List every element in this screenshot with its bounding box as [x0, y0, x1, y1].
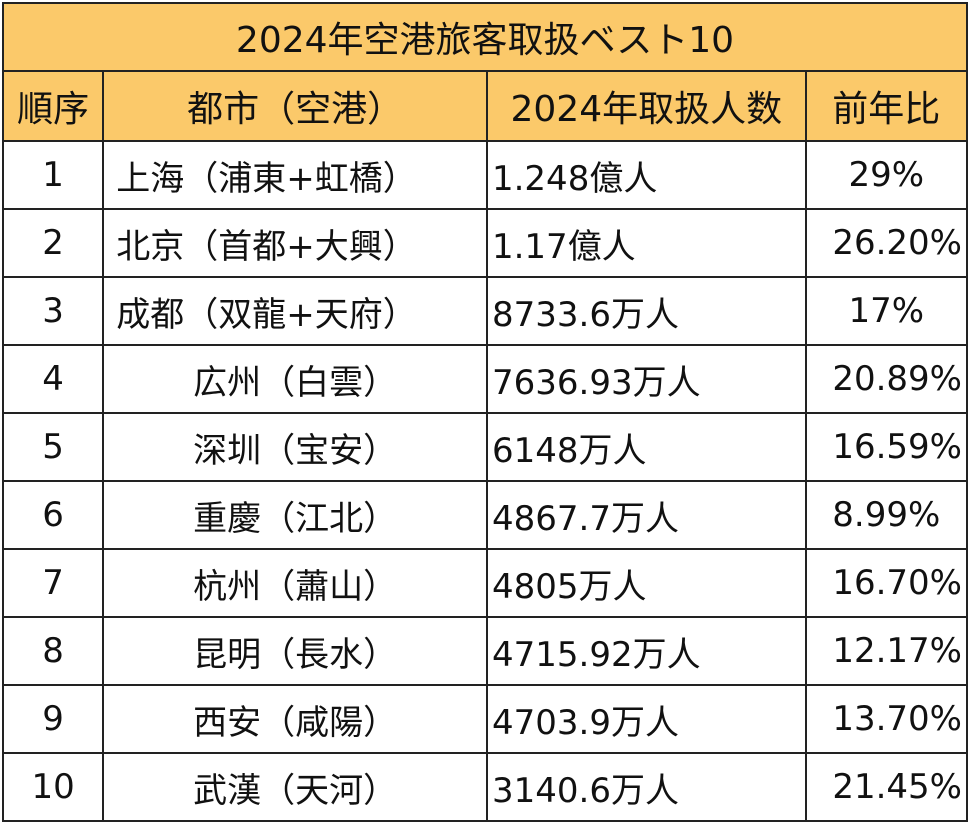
- title-row: 2024年空港旅客取扱ベスト10: [2, 2, 968, 72]
- count-cell: 4715.92万人: [485, 616, 807, 686]
- table-row: 7 杭州（蕭山） 4805万人 16.70%: [1, 548, 969, 618]
- table-row: 6 重慶（江北） 4867.7万人 8.99%: [1, 480, 969, 550]
- table-row: 3 成都（双龍+天府） 8733.6万人 17%: [1, 276, 969, 346]
- ratio-cell: 8.99%: [804, 480, 969, 550]
- table-row: 2 北京（首都+大興） 1.17億人 26.20%: [1, 208, 969, 278]
- city-cell: 上海（浦東+虹橋）: [102, 140, 488, 210]
- city-cell: 武漢（天河）: [102, 752, 488, 822]
- table-row: 4 広州（白雲） 7636.93万人 20.89%: [1, 344, 969, 414]
- count-cell: 1.17億人: [485, 208, 807, 278]
- city-cell: 深圳（宝安）: [102, 412, 488, 482]
- header-ratio: 前年比: [804, 70, 969, 142]
- rank-cell: 6: [1, 480, 105, 550]
- rank-cell: 3: [1, 276, 105, 346]
- rank-cell: 7: [1, 548, 105, 618]
- ratio-cell: 12.17%: [804, 616, 969, 686]
- ratio-cell: 13.70%: [804, 684, 969, 754]
- rank-cell: 2: [1, 208, 105, 278]
- city-cell: 西安（咸陽）: [102, 684, 488, 754]
- table-title: 2024年空港旅客取扱ベスト10: [2, 2, 968, 72]
- city-cell: 成都（双龍+天府）: [102, 276, 488, 346]
- ratio-cell: 16.70%: [804, 548, 969, 618]
- rank-cell: 10: [1, 752, 105, 822]
- count-cell: 4703.9万人: [485, 684, 807, 754]
- header-count: 2024年取扱人数: [485, 70, 807, 142]
- header-city: 都市（空港）: [102, 70, 488, 142]
- ratio-cell: 20.89%: [804, 344, 969, 414]
- count-cell: 4867.7万人: [485, 480, 807, 550]
- header-row: 順序 都市（空港） 2024年取扱人数 前年比: [1, 70, 969, 142]
- city-cell: 広州（白雲）: [102, 344, 488, 414]
- rank-cell: 4: [1, 344, 105, 414]
- rank-cell: 9: [1, 684, 105, 754]
- table-row: 5 深圳（宝安） 6148万人 16.59%: [1, 412, 969, 482]
- city-cell: 杭州（蕭山）: [102, 548, 488, 618]
- ratio-cell: 29%: [804, 140, 969, 210]
- rank-cell: 1: [1, 140, 105, 210]
- table-row: 8 昆明（長水） 4715.92万人 12.17%: [1, 616, 969, 686]
- count-cell: 8733.6万人: [485, 276, 807, 346]
- count-cell: 4805万人: [485, 548, 807, 618]
- city-cell: 昆明（長水）: [102, 616, 488, 686]
- rank-cell: 5: [1, 412, 105, 482]
- table-row: 1 上海（浦東+虹橋） 1.248億人 29%: [1, 140, 969, 210]
- count-cell: 7636.93万人: [485, 344, 807, 414]
- table-row: 9 西安（咸陽） 4703.9万人 13.70%: [1, 684, 969, 754]
- ratio-cell: 17%: [804, 276, 969, 346]
- rank-cell: 8: [1, 616, 105, 686]
- count-cell: 1.248億人: [485, 140, 807, 210]
- ratio-cell: 26.20%: [804, 208, 969, 278]
- ratio-cell: 16.59%: [804, 412, 969, 482]
- header-rank: 順序: [1, 70, 105, 142]
- city-cell: 北京（首都+大興）: [102, 208, 488, 278]
- count-cell: 3140.6万人: [485, 752, 807, 822]
- city-cell: 重慶（江北）: [102, 480, 488, 550]
- count-cell: 6148万人: [485, 412, 807, 482]
- table-row: 10 武漢（天河） 3140.6万人 21.45%: [1, 752, 969, 822]
- ratio-cell: 21.45%: [804, 752, 969, 822]
